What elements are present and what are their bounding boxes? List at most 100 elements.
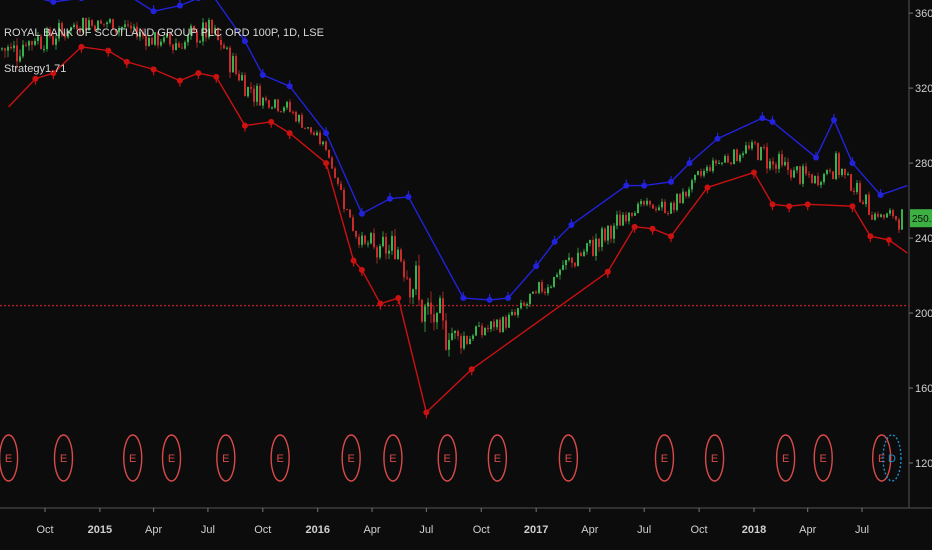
earnings-marker[interactable]: E: [383, 434, 403, 482]
candle-body: [688, 189, 690, 197]
lower-envelope-point: [123, 58, 130, 68]
candle-body: [799, 166, 801, 184]
upper-envelope-point: [849, 157, 856, 167]
candle: [679, 193, 681, 204]
upper-envelope-point: [386, 192, 393, 202]
candle: [529, 293, 531, 308]
candle: [802, 163, 804, 187]
lower-envelope-point: [704, 184, 711, 194]
candle: [895, 215, 897, 222]
candle: [352, 214, 354, 232]
candle-body: [388, 250, 390, 254]
candle: [439, 295, 441, 314]
candle-body: [490, 321, 492, 330]
dividend-marker-label: D: [888, 453, 896, 465]
candle-body: [79, 28, 81, 33]
earnings-marker[interactable]: E: [53, 434, 74, 482]
upper-envelope-dot: [196, 0, 201, 2]
candle-body: [874, 213, 876, 220]
candle: [655, 206, 657, 213]
earnings-marker[interactable]: E: [704, 434, 725, 482]
time-tick-label: Oct: [36, 524, 53, 536]
earnings-marker[interactable]: E: [654, 434, 675, 482]
candle: [796, 166, 798, 174]
candle-body: [442, 298, 444, 321]
earnings-marker[interactable]: E: [216, 434, 236, 482]
earnings-marker-label: E: [878, 453, 885, 465]
upper-envelope-point: [686, 157, 693, 167]
candle: [346, 208, 348, 211]
earnings-marker-label: E: [782, 453, 789, 465]
candle: [610, 224, 612, 244]
candle-body: [142, 32, 144, 36]
candle: [145, 33, 147, 51]
candle-body: [511, 311, 513, 315]
candle: [490, 320, 492, 333]
candle: [253, 84, 255, 107]
lower-envelope-point: [78, 43, 85, 53]
earnings-marker[interactable]: E: [123, 434, 143, 482]
candle-body: [853, 190, 855, 193]
candle: [772, 157, 774, 170]
candle: [445, 313, 447, 351]
candle: [787, 157, 789, 175]
earnings-marker[interactable]: E: [341, 434, 361, 482]
candle: [19, 49, 21, 63]
candle-body: [136, 26, 138, 38]
earnings-marker[interactable]: E: [437, 434, 457, 482]
candle-body: [205, 22, 207, 38]
candle-body: [439, 298, 441, 313]
candle-body: [772, 161, 774, 165]
candle: [412, 288, 414, 305]
candle: [442, 291, 444, 330]
candle-body: [7, 46, 9, 51]
candle: [808, 171, 810, 179]
candle-body: [256, 85, 258, 102]
earnings-marker-ring: [704, 434, 725, 482]
candle: [10, 42, 12, 51]
candle: [754, 140, 756, 145]
earnings-marker[interactable]: E: [161, 434, 182, 482]
candle: [694, 174, 696, 184]
earnings-marker-label: E: [565, 453, 572, 465]
candle: [574, 261, 576, 268]
earnings-marker[interactable]: E: [270, 434, 290, 482]
lower-envelope-point: [649, 225, 656, 235]
candle-body: [646, 200, 648, 205]
earnings-marker[interactable]: E: [558, 434, 579, 482]
upper-envelope-point: [769, 115, 776, 125]
earnings-marker[interactable]: E: [0, 434, 19, 482]
candle-body: [673, 202, 675, 210]
candle-body: [148, 37, 150, 46]
candle-body: [202, 22, 204, 42]
lower-envelope-point: [885, 236, 892, 246]
candle-body: [556, 274, 558, 277]
earnings-marker[interactable]: E: [487, 434, 508, 482]
candle: [781, 149, 783, 168]
candle: [733, 149, 735, 165]
candle-body: [451, 333, 453, 340]
candle: [1, 47, 3, 52]
candle-body: [163, 37, 165, 42]
candle: [193, 25, 195, 33]
candle: [148, 34, 150, 47]
candle-body: [193, 25, 195, 32]
candle: [118, 25, 120, 37]
candle-body: [37, 36, 39, 41]
candle: [463, 331, 465, 351]
candle-body: [736, 149, 738, 162]
candle: [475, 325, 477, 337]
candle: [160, 38, 162, 48]
dividend-marker[interactable]: D: [882, 434, 902, 482]
candle-body: [274, 99, 276, 108]
last-price-label: 250.6: [912, 214, 932, 225]
candle-body: [838, 153, 840, 176]
earnings-marker[interactable]: E: [775, 434, 796, 482]
earnings-marker[interactable]: E: [813, 434, 833, 482]
candle-body: [316, 132, 318, 136]
candle-body: [262, 97, 264, 106]
earnings-marker[interactable]: E: [871, 434, 892, 482]
candle-body: [550, 286, 552, 288]
candle-body: [733, 149, 735, 164]
